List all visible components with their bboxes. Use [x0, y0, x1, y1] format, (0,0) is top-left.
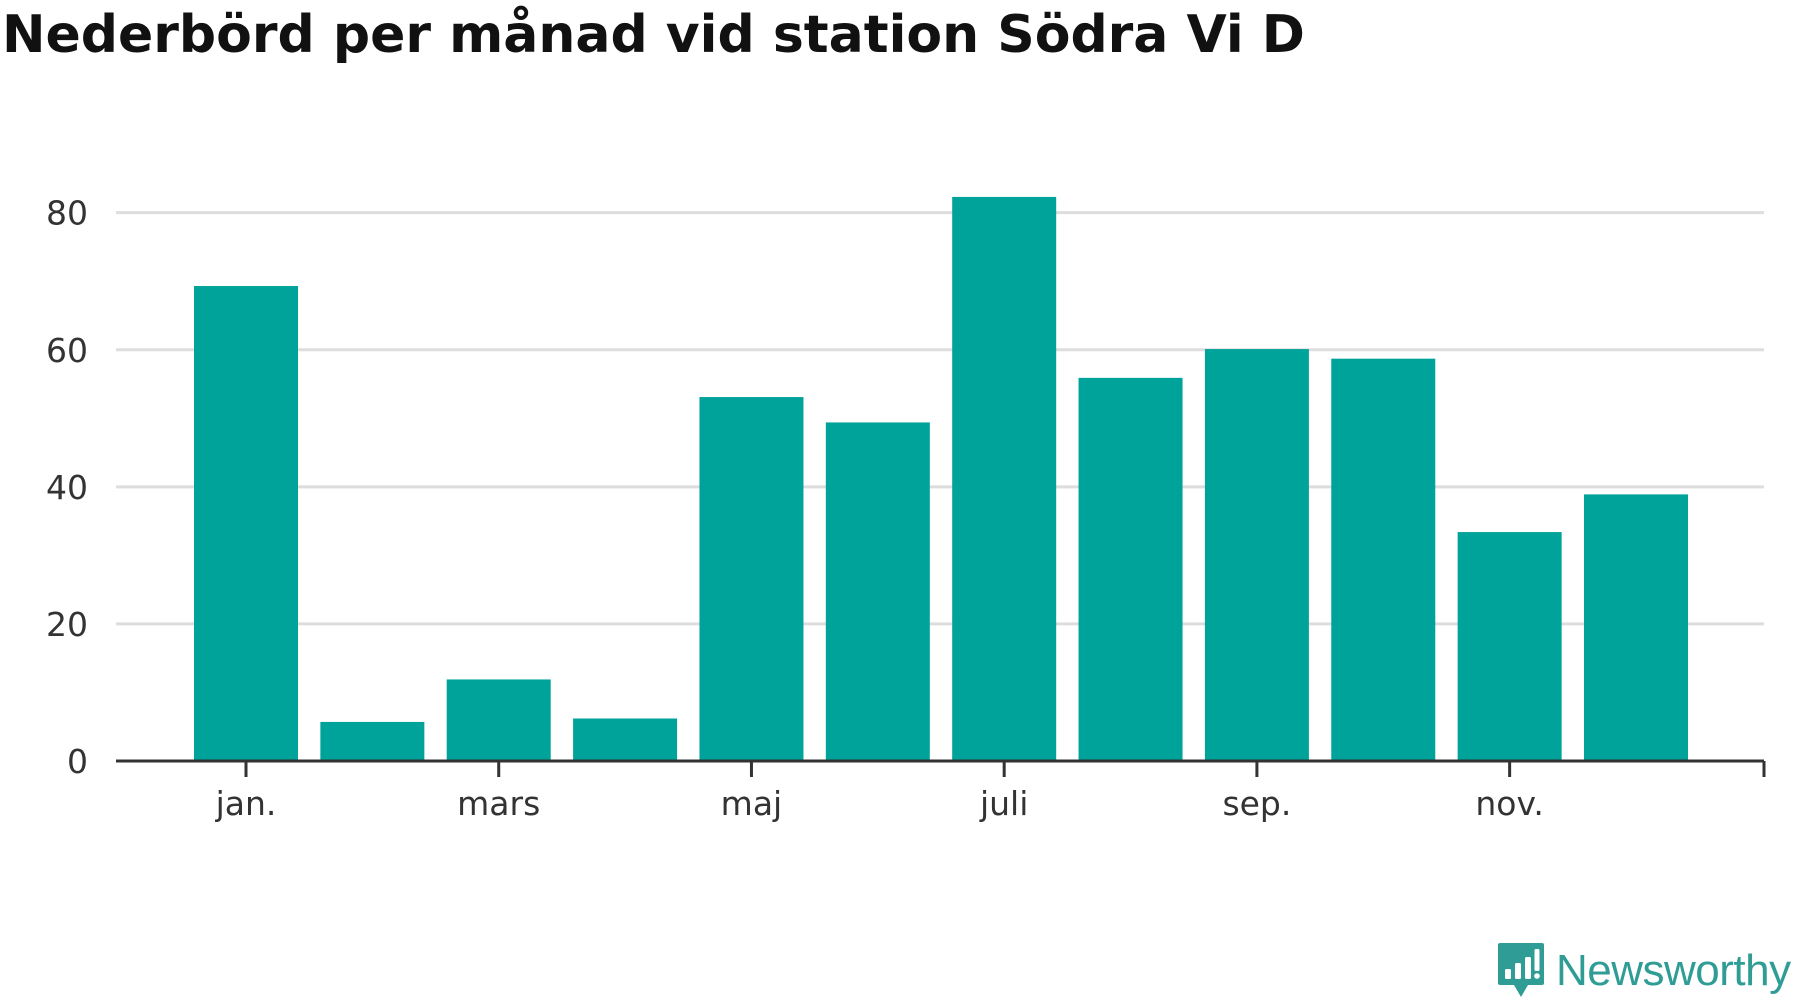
bars: [194, 196, 1688, 762]
brand-name: Newsworthy: [1556, 946, 1791, 995]
x-axis-labels: jan. mars maj juli sep. nov.: [215, 784, 1544, 823]
bar-maj: [699, 397, 804, 761]
bar-chart-speech-bubble-icon: [1498, 943, 1544, 997]
x-axis: [116, 759, 1766, 777]
bar-juni: [825, 422, 930, 761]
y-tick-label: 0: [67, 742, 88, 781]
x-tick-label: jan.: [215, 784, 277, 823]
y-tick-label: 60: [46, 331, 88, 370]
bar-jan: [194, 286, 298, 761]
y-axis-labels: 0 20 40 60 80: [46, 194, 88, 781]
y-tick-label: 20: [46, 605, 88, 644]
chart-title: Nederbörd per månad vid station Södra Vi…: [2, 5, 1305, 65]
x-tick-label: sep.: [1222, 784, 1291, 823]
x-tick-label: nov.: [1475, 784, 1544, 823]
bar-feb: [320, 721, 425, 761]
bar-sep: [1204, 349, 1309, 761]
bar-dec: [1584, 494, 1688, 761]
x-tick-label: mars: [457, 784, 540, 823]
y-tick-label: 40: [46, 468, 88, 507]
bar-okt: [1331, 358, 1436, 761]
newsworthy-logo: Newsworthy: [1496, 940, 1791, 1002]
bar-mars: [446, 679, 551, 761]
bar-juli: [952, 196, 1057, 762]
bar-aug: [1078, 377, 1183, 761]
y-tick-label: 80: [46, 194, 88, 233]
bar-nov: [1457, 532, 1562, 761]
x-tick-label: maj: [721, 784, 783, 823]
x-tick-label: juli: [979, 784, 1028, 823]
bar-apr: [573, 718, 678, 761]
